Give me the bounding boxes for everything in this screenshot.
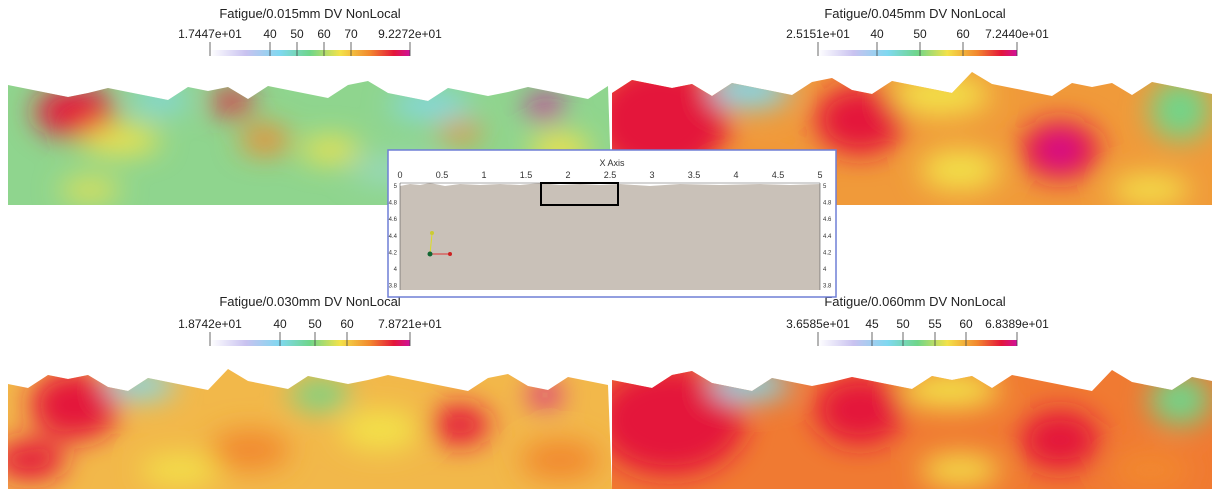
colorbar bbox=[818, 340, 1017, 346]
colorbar-label: 60 bbox=[340, 317, 354, 331]
colorbar-label: 55 bbox=[928, 317, 942, 331]
x-tick-label: 0.5 bbox=[436, 170, 449, 180]
y-tick-label: 4.8 bbox=[823, 201, 832, 207]
colorbar-title: Fatigue/0.015mm DV NonLocal bbox=[219, 6, 400, 21]
panel: Fatigue/0.030mm DV NonLocal 1.8742e+01 40 5… bbox=[8, 294, 612, 489]
colorbar-label: 45 bbox=[865, 317, 879, 331]
x-tick-label: 4.5 bbox=[772, 170, 785, 180]
colorbar bbox=[818, 50, 1017, 56]
y-tick-label: 4.6 bbox=[823, 217, 832, 223]
x-tick-label: 2 bbox=[565, 170, 570, 180]
y-tick-label: 4.8 bbox=[389, 201, 398, 207]
y-tick-label: 5 bbox=[394, 184, 398, 190]
contour-field bbox=[612, 370, 1212, 489]
colorbar-label: 60 bbox=[956, 27, 970, 41]
x-tick-label: 4 bbox=[733, 170, 738, 180]
y-tick-label: 4.2 bbox=[389, 250, 398, 256]
colorbar-label: 40 bbox=[870, 27, 884, 41]
x-tick-label: 0 bbox=[397, 170, 402, 180]
colorbar-label: 2.5151e+01 bbox=[786, 27, 850, 41]
colorbar-label: 6.8389e+01 bbox=[985, 317, 1049, 331]
inset-view: X Axis 0 0.5 1 1.5 2 2.5 3 3.5 4 4.5 55 54.8 4.84.6 4… bbox=[387, 149, 837, 298]
colorbar-label: 9.2272e+01 bbox=[378, 27, 442, 41]
colorbar bbox=[210, 340, 410, 346]
y-tick-label: 3.8 bbox=[389, 284, 398, 290]
colorbar-label: 40 bbox=[273, 317, 287, 331]
panel: Fatigue/0.060mm DV NonLocal 3.6585e+01 45 5… bbox=[612, 294, 1212, 489]
colorbar-label: 7.8721e+01 bbox=[378, 317, 442, 331]
colorbar-label: 40 bbox=[263, 27, 277, 41]
x-tick-label: 3.5 bbox=[688, 170, 701, 180]
colorbar bbox=[210, 50, 410, 56]
colorbar-label: 7.2440e+01 bbox=[985, 27, 1049, 41]
colorbar-label: 3.6585e+01 bbox=[786, 317, 850, 331]
y-tick-label: 4.4 bbox=[823, 234, 832, 240]
colorbar-label: 1.8742e+01 bbox=[178, 317, 242, 331]
y-tick-label: 4.6 bbox=[389, 217, 398, 223]
colorbar-label: 70 bbox=[344, 27, 358, 41]
y-tick-label: 4 bbox=[823, 267, 827, 273]
y-tick-label: 4.2 bbox=[823, 250, 832, 256]
colorbar-label: 50 bbox=[290, 27, 304, 41]
y-tick-label: 5 bbox=[823, 184, 827, 190]
x-tick-label: 5 bbox=[817, 170, 822, 180]
axis-title: X Axis bbox=[599, 158, 625, 168]
y-tick-label: 3.8 bbox=[823, 284, 832, 290]
contour-field bbox=[8, 369, 612, 489]
x-tick-label: 3 bbox=[649, 170, 654, 180]
colorbar-title: Fatigue/0.030mm DV NonLocal bbox=[219, 294, 400, 309]
x-tick-label: 2.5 bbox=[604, 170, 617, 180]
y-tick-label: 4.4 bbox=[389, 234, 398, 240]
colorbar-label: 60 bbox=[317, 27, 331, 41]
colorbar-title: Fatigue/0.060mm DV NonLocal bbox=[824, 294, 1005, 309]
colorbar-label: 50 bbox=[896, 317, 910, 331]
x-tick-label: 1 bbox=[481, 170, 486, 180]
x-tick-label: 1.5 bbox=[520, 170, 533, 180]
colorbar-label: 1.7447e+01 bbox=[178, 27, 242, 41]
colorbar-label: 60 bbox=[959, 317, 973, 331]
colorbar-title: Fatigue/0.045mm DV NonLocal bbox=[824, 6, 1005, 21]
colorbar-label: 50 bbox=[308, 317, 322, 331]
colorbar-label: 50 bbox=[913, 27, 927, 41]
y-tick-label: 4 bbox=[394, 267, 398, 273]
